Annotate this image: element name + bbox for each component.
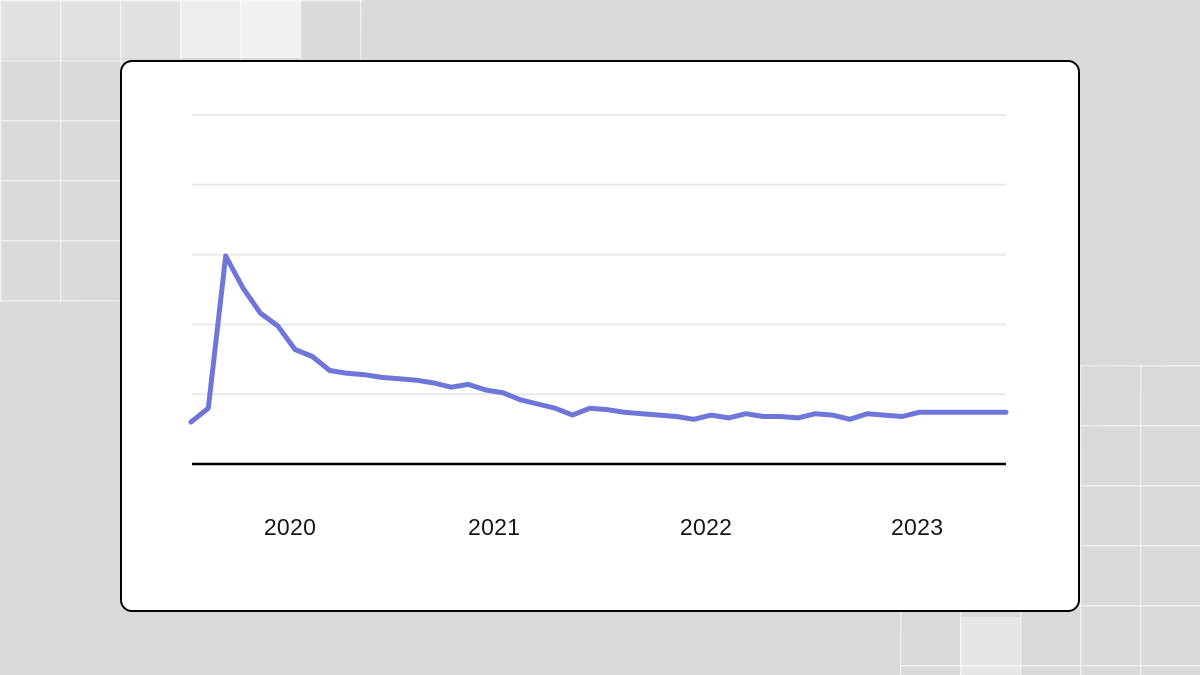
background-highlight-square: [180, 0, 300, 58]
background-highlight-square: [960, 617, 1020, 675]
line-chart: [188, 114, 1009, 466]
data-line: [188, 253, 1009, 425]
background-highlight-square: [0, 0, 300, 58]
background-highlight-square: [240, 0, 300, 58]
chart-card: 2020 2021 2022 2023: [120, 60, 1080, 612]
